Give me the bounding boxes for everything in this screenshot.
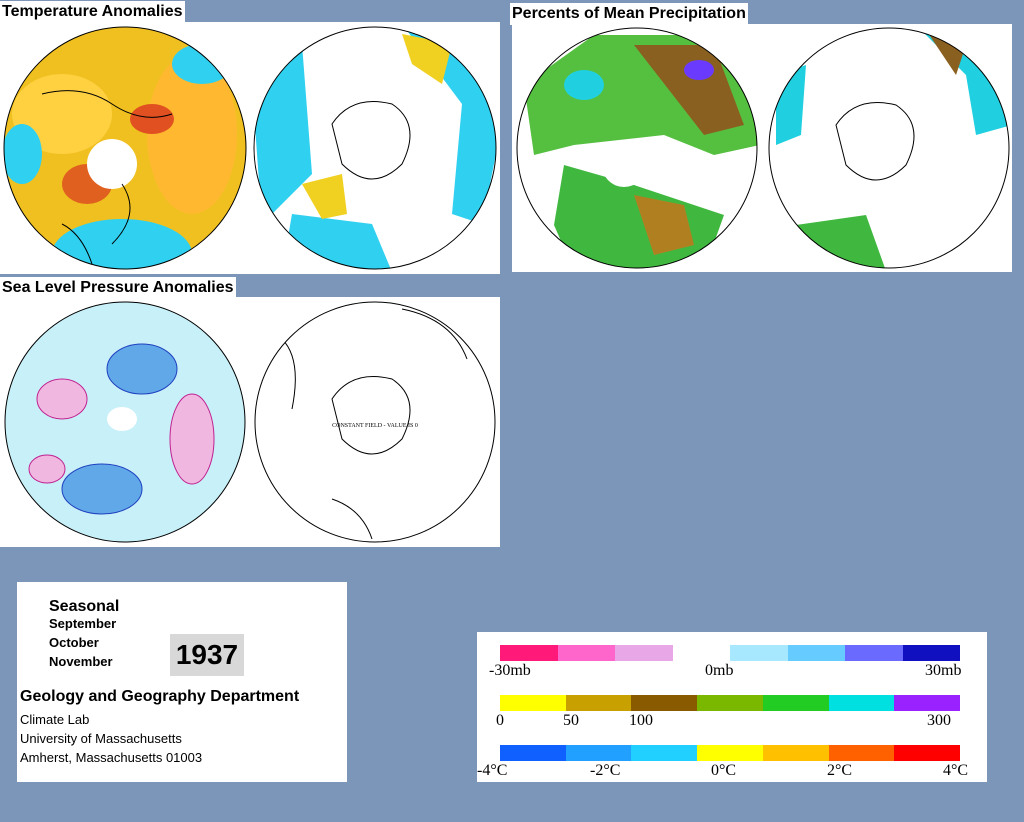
temperature-map-north <box>3 26 247 270</box>
precipitation-swatch-3 <box>697 695 763 711</box>
temperature-panel <box>0 22 500 274</box>
pressure-swatch-1 <box>557 645 615 661</box>
temperature-title: Temperature Anomalies <box>0 1 185 23</box>
pressure-label-max: 30mb <box>925 662 962 679</box>
precipitation-swatch-1 <box>565 695 632 711</box>
temperature-swatch-2 <box>631 745 698 761</box>
month-2: October <box>49 635 99 650</box>
precipitation-label-300: 300 <box>927 712 951 729</box>
pressure-swatch-2 <box>615 645 673 661</box>
legend-panel: -30mb 0mb 30mb 0 50 100 300 -4°C -2°C 0°… <box>477 632 987 782</box>
temperature-swatch-5 <box>828 745 895 761</box>
precipitation-swatch-5 <box>828 695 895 711</box>
temperature-swatch-0 <box>500 745 566 761</box>
pressure-swatch-3 <box>672 645 730 661</box>
pressure-label-mid: 0mb <box>705 662 734 679</box>
precipitation-map-north <box>516 27 758 269</box>
temperature-label-2: 2°C <box>827 762 853 779</box>
pressure-swatch-5 <box>787 645 845 661</box>
temperature-swatch-4 <box>762 745 829 761</box>
precipitation-color-bar <box>500 695 961 711</box>
constant-field-note: CONSTANT FIELD - VALUE IS 0 <box>332 423 418 429</box>
temperature-label-neg2: -2°C <box>590 762 621 779</box>
precipitation-swatch-2 <box>631 695 698 711</box>
info-line-1: Climate Lab <box>20 712 90 727</box>
pressure-swatch-6 <box>845 645 903 661</box>
precipitation-title: Percents of Mean Precipitation <box>510 3 748 25</box>
pressure-map-south: CONSTANT FIELD - VALUE IS 0 <box>254 301 496 543</box>
month-1: September <box>49 616 117 631</box>
precipitation-swatch-0 <box>500 695 566 711</box>
year-badge: 1937 <box>170 634 244 676</box>
temperature-color-bar <box>500 745 961 761</box>
temperature-map-south <box>253 26 497 270</box>
precipitation-label-100: 100 <box>629 712 653 729</box>
pressure-label-min: -30mb <box>489 662 531 679</box>
pressure-title: Sea Level Pressure Anomalies <box>0 277 236 299</box>
precipitation-panel <box>512 24 1012 272</box>
pressure-panel: CONSTANT FIELD - VALUE IS 0 <box>0 297 500 547</box>
precipitation-label-0: 0 <box>496 712 504 729</box>
department-name: Geology and Geography Department <box>20 688 300 705</box>
period-label: Seasonal <box>49 598 120 615</box>
info-line-2: University of Massachusetts <box>20 731 182 746</box>
month-3: November <box>49 654 113 669</box>
temperature-label-0: 0°C <box>711 762 737 779</box>
info-panel: Seasonal September October November 1937… <box>17 582 347 782</box>
pressure-swatch-7 <box>902 645 960 661</box>
pressure-swatch-0 <box>500 645 558 661</box>
temperature-swatch-6 <box>894 745 961 761</box>
pressure-swatch-4 <box>730 645 788 661</box>
pressure-color-bar <box>500 645 960 661</box>
temperature-label-4: 4°C <box>943 762 969 779</box>
precipitation-label-50: 50 <box>563 712 579 729</box>
precipitation-swatch-4 <box>762 695 829 711</box>
temperature-label-neg4: -4°C <box>477 762 508 779</box>
precipitation-swatch-6 <box>894 695 961 711</box>
temperature-swatch-1 <box>565 745 632 761</box>
temperature-swatch-3 <box>697 745 763 761</box>
info-line-3: Amherst, Massachusetts 01003 <box>20 750 203 765</box>
precipitation-map-south <box>768 27 1010 269</box>
pressure-map-north <box>4 301 246 543</box>
